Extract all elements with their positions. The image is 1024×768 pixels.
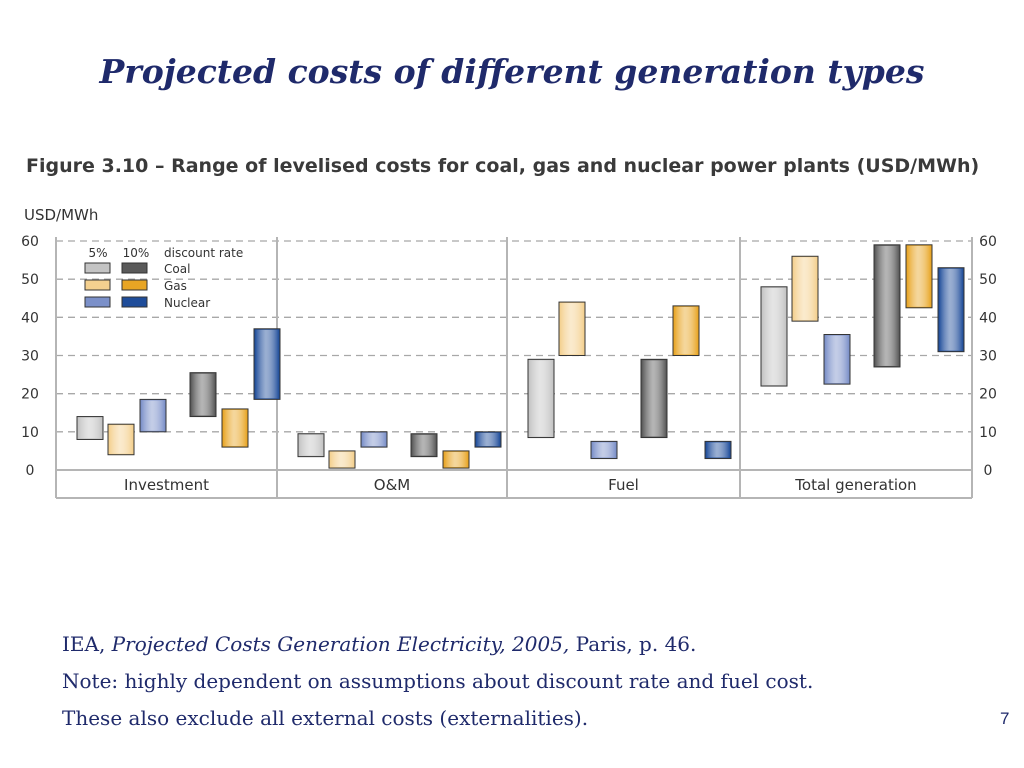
range-chart: USD/MWh 0 0 10 10 20 20 30 30 40 40 50 50 60 60 Investm… xyxy=(21,206,997,499)
x-category-label: Total generation xyxy=(794,476,916,494)
source-suffix: Paris, p. 46. xyxy=(569,632,697,656)
range-bar-shading xyxy=(642,360,666,437)
range-bar-shading xyxy=(592,442,616,458)
y-tick-label-right: 50 xyxy=(979,272,997,288)
range-bar-shading xyxy=(825,335,849,384)
y-tick-label-left: 60 xyxy=(21,234,39,250)
legend-label: Nuclear xyxy=(164,296,210,310)
range-bar-shading xyxy=(444,451,468,468)
legend-swatch xyxy=(121,279,148,291)
legend-rate-label: 10% xyxy=(123,246,150,260)
range-bar-shading xyxy=(362,432,386,447)
range-bar-shading xyxy=(78,417,102,439)
y-tick-label-left: 40 xyxy=(21,310,39,326)
y-tick-label-right: 20 xyxy=(979,387,997,403)
y-tick-label-left: 0 xyxy=(26,463,35,479)
y-tick-label-left: 20 xyxy=(21,387,39,403)
range-bar-shading xyxy=(907,245,931,307)
source-title: Projected Costs Generation Electricity, … xyxy=(111,632,570,656)
range-bar-shading xyxy=(762,287,786,386)
legend-label: Gas xyxy=(164,279,187,293)
range-bar-shading xyxy=(330,451,354,468)
range-bar-shading xyxy=(939,268,963,351)
range-bar-shading xyxy=(141,400,165,431)
page-number: 7 xyxy=(1000,709,1010,728)
legend-rate-title: discount rate xyxy=(164,246,243,260)
range-bar-shading xyxy=(255,329,279,399)
slide-title: Projected costs of different generation … xyxy=(99,52,925,91)
range-bar-shading xyxy=(412,434,436,456)
y-tick-label-right: 60 xyxy=(979,234,997,250)
legend-swatch xyxy=(84,262,111,274)
range-bar-shading xyxy=(476,432,500,447)
range-bar-shading xyxy=(560,303,584,355)
legend-swatch xyxy=(121,262,148,274)
range-bar-shading xyxy=(223,409,247,447)
x-category-label: O&M xyxy=(374,476,410,494)
range-bar-shading xyxy=(299,434,323,456)
note-line-1: Note: highly dependent on assumptions ab… xyxy=(62,669,814,693)
legend-swatch xyxy=(84,279,111,291)
y-axis-label: USD/MWh xyxy=(24,206,98,224)
y-tick-label-left: 30 xyxy=(21,349,39,365)
y-tick-label-left: 50 xyxy=(21,272,39,288)
figure-title: Figure 3.10 – Range of levelised costs f… xyxy=(26,155,980,177)
range-bar-shading xyxy=(706,442,730,458)
range-bar-shading xyxy=(875,245,899,366)
x-category-label: Investment xyxy=(124,476,209,494)
range-bar-shading xyxy=(109,425,133,454)
range-bar-shading xyxy=(674,306,698,355)
legend-swatch xyxy=(121,296,148,308)
legend-swatch xyxy=(84,296,111,308)
range-bar-shading xyxy=(529,360,553,437)
y-tick-label-right: 10 xyxy=(979,425,997,441)
x-category-label: Fuel xyxy=(608,476,639,494)
y-tick-label-left: 10 xyxy=(21,425,39,441)
source-prefix: IEA, xyxy=(62,632,112,656)
range-bar-shading xyxy=(793,257,817,321)
legend-rate-label: 5% xyxy=(88,246,107,260)
y-tick-label-right: 0 xyxy=(984,463,993,479)
y-tick-label-right: 40 xyxy=(979,310,997,326)
source-citation: IEA, Projected Costs Generation Electric… xyxy=(62,632,696,656)
y-tick-label-right: 30 xyxy=(979,349,997,365)
range-bar-shading xyxy=(191,373,215,416)
note-line-2: These also exclude all external costs (e… xyxy=(62,706,589,730)
legend-label: Coal xyxy=(164,262,190,276)
